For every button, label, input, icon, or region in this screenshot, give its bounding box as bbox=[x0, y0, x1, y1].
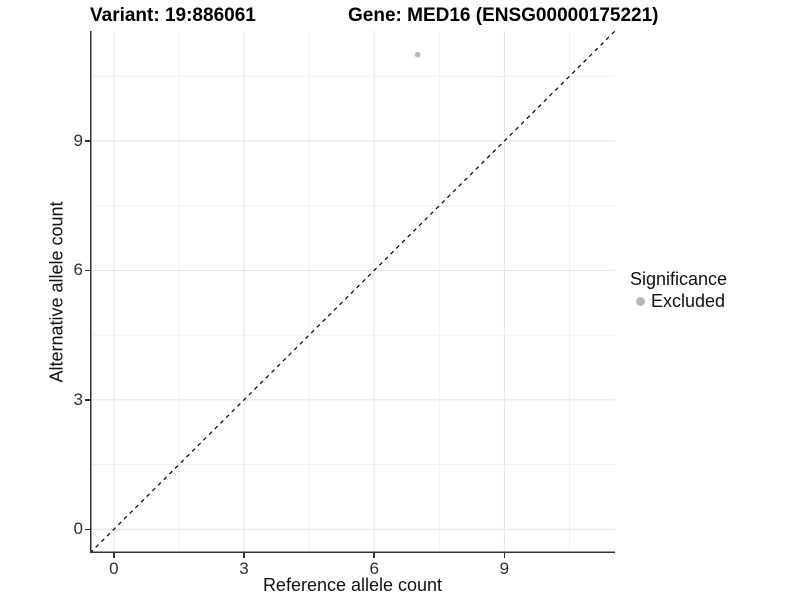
y-axis-tick-mark bbox=[85, 140, 90, 142]
y-axis-title: Alternative allele count bbox=[46, 201, 67, 383]
identity-dashed-line bbox=[89, 30, 616, 554]
plot-panel bbox=[89, 30, 616, 554]
x-axis-title: Reference allele count bbox=[262, 575, 443, 595]
y-tick-label: 9 bbox=[73, 131, 83, 150]
legend-title: Significance bbox=[630, 269, 728, 289]
x-axis-tick-mark bbox=[373, 553, 375, 558]
x-axis-tick-mark bbox=[243, 553, 245, 558]
plot-canvas bbox=[89, 30, 616, 554]
y-axis-tick-mark bbox=[85, 399, 90, 401]
data-point bbox=[414, 51, 421, 58]
y-axis-tick-mark bbox=[85, 528, 90, 531]
y-axis-tick-mark bbox=[85, 269, 90, 272]
legend: Significance Excluded bbox=[630, 268, 727, 312]
x-tick-label: 3 bbox=[239, 559, 249, 578]
x-axis-tick-mark bbox=[503, 553, 506, 558]
y-tick-label: 3 bbox=[73, 389, 83, 409]
legend-item-label: Excluded bbox=[651, 291, 726, 311]
plot-title-gene: Gene: MED16 (ENSG00000175221) bbox=[348, 5, 659, 26]
y-tick-label: 0 bbox=[73, 519, 83, 539]
legend-point-icon bbox=[636, 296, 645, 306]
y-tick-label: 6 bbox=[73, 260, 83, 280]
x-tick-label: 9 bbox=[499, 559, 510, 578]
x-tick-label: 0 bbox=[109, 559, 119, 578]
plot-title-variant: Variant: 19:886061 bbox=[90, 5, 256, 26]
legend-item-excluded: Excluded bbox=[630, 290, 727, 312]
x-axis-tick-mark bbox=[113, 553, 115, 558]
x-tick-label: 6 bbox=[369, 559, 379, 578]
